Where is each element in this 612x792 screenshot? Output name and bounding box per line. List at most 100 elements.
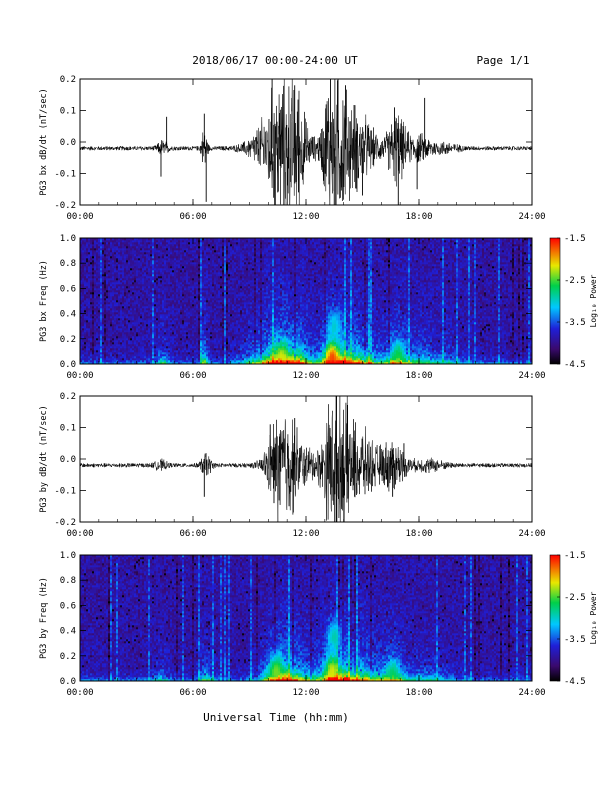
spectrogram-cell <box>98 242 100 244</box>
spectrogram-cell <box>98 360 100 362</box>
spectrogram-cell <box>116 294 118 296</box>
spectrogram-cell <box>88 300 90 302</box>
spectrogram-cell <box>118 290 120 292</box>
spectrogram-cell <box>96 342 98 344</box>
spectrogram-cell <box>84 282 86 284</box>
spectrogram-cell <box>106 322 108 324</box>
spectrogram-cell <box>110 324 112 326</box>
spectrogram-cell <box>106 288 108 290</box>
spectrogram-cell <box>98 326 100 328</box>
spectrogram-cell <box>106 340 108 342</box>
spectrogram-cell <box>106 278 108 280</box>
spectrogram-cell <box>92 320 94 322</box>
spectrogram-cell <box>98 292 100 294</box>
spectrogram-cell <box>82 320 84 322</box>
spectrogram-cell <box>112 256 114 258</box>
spectrogram-cell <box>114 340 116 342</box>
spectrogram-cell <box>94 254 96 256</box>
spectrogram-cell <box>114 286 116 288</box>
spectrogram-cell <box>94 324 96 326</box>
spectrogram-cell <box>108 276 110 278</box>
spectrogram-cell <box>118 254 120 256</box>
spectrogram-cell <box>110 250 112 252</box>
spectrogram-cell <box>82 348 84 350</box>
spectrogram-cell <box>90 264 92 266</box>
spectrogram-cell <box>84 244 86 246</box>
spectrogram-cell <box>112 300 114 302</box>
spectrogram-cell <box>84 340 86 342</box>
spectrogram-cell <box>108 356 110 358</box>
spectrogram-cell <box>110 354 112 356</box>
spectrogram-cell <box>88 326 90 328</box>
spectrogram-cell <box>98 340 100 342</box>
spectrogram-cell <box>84 274 86 276</box>
spectrogram-cell <box>94 258 96 260</box>
spectrogram-cell <box>118 296 120 298</box>
spectrogram-cell <box>98 294 100 296</box>
spectrogram-cell <box>98 354 100 356</box>
spectrogram-cell <box>88 360 90 362</box>
spectrogram-cell <box>82 360 84 362</box>
spectrogram-cell <box>94 304 96 306</box>
spectrogram-cell <box>86 246 88 248</box>
spectrogram-cell <box>104 308 106 310</box>
spectrogram-cell <box>88 256 90 258</box>
spectrogram-cell <box>108 290 110 292</box>
spectrogram-cell <box>104 276 106 278</box>
spectrogram-cell <box>110 320 112 322</box>
spectrogram-cell <box>112 274 114 276</box>
spectrogram-cell <box>112 356 114 358</box>
spectrogram-cell <box>98 302 100 304</box>
spectrogram-cell <box>116 328 118 330</box>
spectrogram-cell <box>96 322 98 324</box>
spectrogram-cell <box>114 348 116 350</box>
spectrogram-cell <box>92 348 94 350</box>
spectrogram-cell <box>114 242 116 244</box>
spectrogram-cell <box>86 282 88 284</box>
spectrogram-cell <box>108 322 110 324</box>
spectrogram-cell <box>88 266 90 268</box>
spectrogram-cell <box>84 322 86 324</box>
spectrogram-cell <box>114 336 116 338</box>
spectrogram-cell <box>100 272 102 274</box>
spectrogram-cell <box>82 278 84 280</box>
spectrogram-cell <box>100 308 102 310</box>
spectrogram-cell <box>90 290 92 292</box>
spectrogram-cell <box>82 314 84 316</box>
spectrogram-cell <box>98 358 100 360</box>
spectrogram-cell <box>88 302 90 304</box>
spectrogram-cell <box>104 328 106 330</box>
spectrogram-cell <box>110 350 112 352</box>
spectrogram-cell <box>110 282 112 284</box>
spectrogram-cell <box>100 260 102 262</box>
spectrogram-cell <box>94 322 96 324</box>
spectrogram-cell <box>90 276 92 278</box>
spectrogram-cell <box>112 304 114 306</box>
spectrogram-cell <box>100 276 102 278</box>
spectrogram-cell <box>82 298 84 300</box>
spectrogram-cell <box>114 284 116 286</box>
spectrogram-cell <box>92 338 94 340</box>
spectrogram-cell <box>118 284 120 286</box>
spectrogram-cell <box>96 274 98 276</box>
spectrogram-cell <box>114 248 116 250</box>
spectrogram-cell <box>90 356 92 358</box>
spectrogram-cell <box>114 354 116 356</box>
spectrogram-cell <box>108 260 110 262</box>
spectrogram-cell <box>82 318 84 320</box>
spectrogram-cell <box>88 298 90 300</box>
spectrogram-cell <box>98 264 100 266</box>
spectrogram-cell <box>86 346 88 348</box>
spectrogram-cell <box>102 262 104 264</box>
spectrogram-cell <box>88 330 90 332</box>
spectrogram-cell <box>102 318 104 320</box>
spectrogram-cell <box>82 330 84 332</box>
spectrogram-cell <box>92 300 94 302</box>
spectrogram-cell <box>94 292 96 294</box>
spectrogram-cell <box>82 290 84 292</box>
spectrogram-cell <box>82 296 84 298</box>
spectrogram-cell <box>112 268 114 270</box>
spectrogram-cell <box>86 316 88 318</box>
spectrogram-cell <box>94 298 96 300</box>
spectrogram-cell <box>104 248 106 250</box>
